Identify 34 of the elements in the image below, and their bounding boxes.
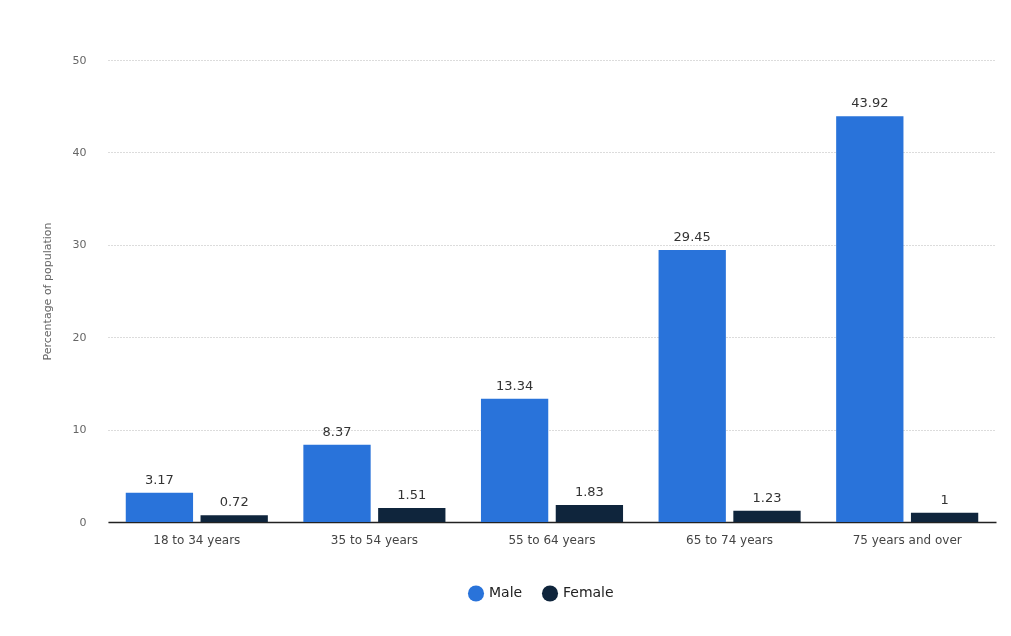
x-tick-label: 55 to 64 years bbox=[508, 532, 596, 547]
data-label: 8.37 bbox=[322, 423, 352, 439]
y-tick-label: 30 bbox=[72, 238, 87, 252]
x-tick-label: 75 years and over bbox=[852, 532, 962, 547]
bar bbox=[658, 249, 726, 522]
data-label: 29.45 bbox=[673, 228, 711, 244]
data-label: 0.72 bbox=[219, 494, 249, 510]
bar bbox=[555, 505, 624, 522]
data-label: 13.34 bbox=[496, 377, 534, 393]
data-label: 43.92 bbox=[851, 95, 889, 111]
bar bbox=[303, 444, 371, 522]
bar bbox=[910, 512, 979, 522]
y-tick-label: 40 bbox=[72, 145, 87, 159]
data-label: 3.17 bbox=[144, 471, 174, 487]
bar bbox=[733, 510, 801, 522]
y-tick-label: 10 bbox=[72, 423, 87, 437]
bar bbox=[836, 116, 904, 522]
data-label: 1 bbox=[940, 491, 949, 507]
bar bbox=[125, 492, 194, 522]
x-tick-label: 35 to 54 years bbox=[330, 532, 418, 547]
bar bbox=[200, 515, 268, 522]
data-label: 1.23 bbox=[752, 489, 782, 505]
data-label: 1.51 bbox=[397, 487, 427, 503]
bar bbox=[378, 508, 446, 522]
x-tick-label: 18 to 34 years bbox=[153, 532, 241, 547]
data-label: 1.83 bbox=[574, 484, 604, 500]
y-tick-label: 0 bbox=[79, 515, 87, 529]
legend-label: Female bbox=[563, 584, 614, 601]
y-axis-title: Percentage of population bbox=[40, 222, 54, 361]
y-tick-label: 50 bbox=[72, 53, 87, 67]
bar bbox=[480, 398, 549, 522]
legend-label: Male bbox=[489, 584, 523, 601]
y-tick-label: 20 bbox=[72, 330, 87, 344]
x-tick-label: 65 to 74 years bbox=[686, 532, 774, 547]
